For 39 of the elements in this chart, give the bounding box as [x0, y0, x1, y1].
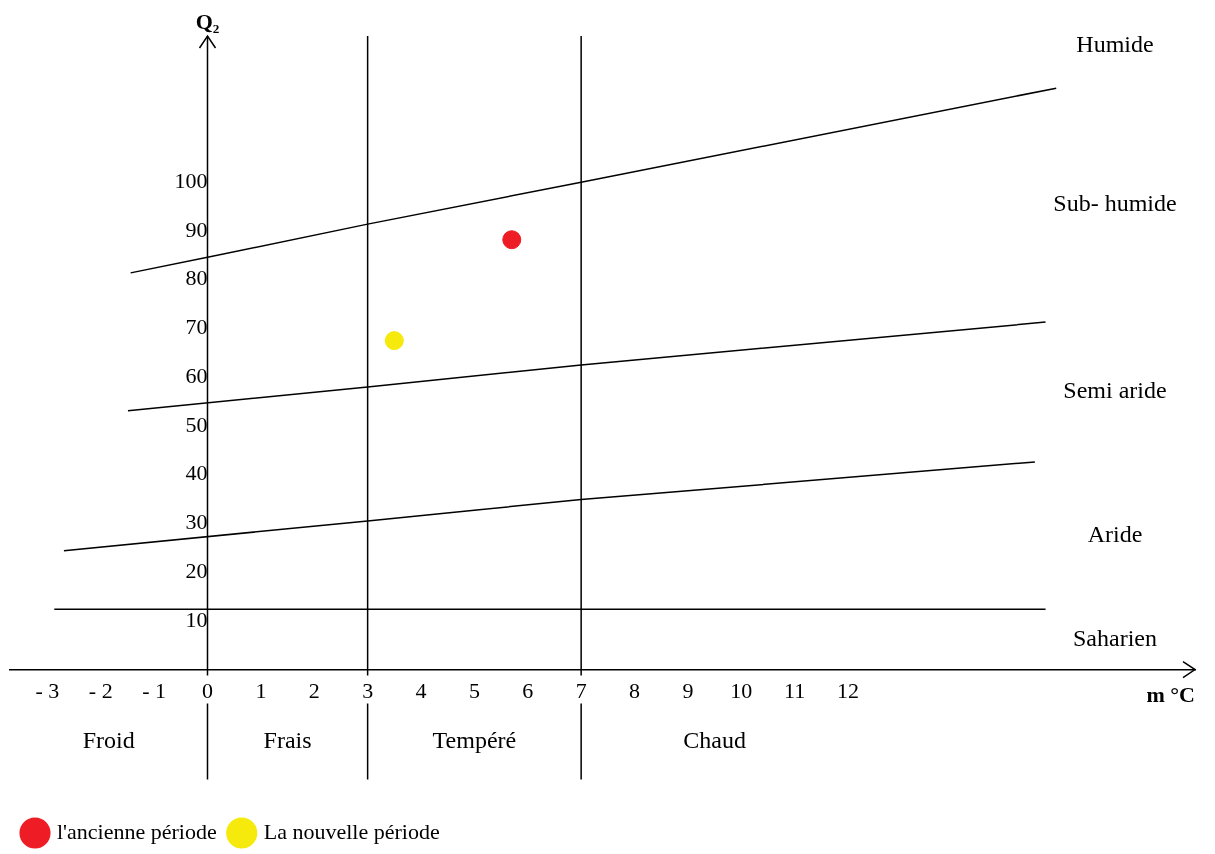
x-tick-label: - 3	[35, 677, 60, 703]
x-tick-label: 0	[202, 677, 213, 703]
x-tick-label: 9	[682, 677, 694, 703]
x-tick-label: - 2	[88, 677, 113, 703]
x-tick-label: 12	[837, 677, 860, 703]
y-tick-label: 60	[185, 362, 208, 388]
x-tick-label: 2	[308, 677, 320, 703]
y-tick-label: 30	[185, 509, 208, 535]
annotation: Sub- humide	[1053, 190, 1177, 217]
annotation: Humide	[1076, 31, 1154, 58]
y-tick-label: 90	[185, 216, 208, 242]
x-tick-label: 1	[255, 677, 267, 703]
legend-label: l'ancienne période	[57, 818, 217, 844]
annotation: Semi aride	[1063, 377, 1167, 404]
y-tick-label: 40	[185, 460, 208, 486]
y-tick-label: 80	[185, 265, 208, 291]
legend-label: La nouvelle période	[263, 818, 440, 844]
y-tick-label: 50	[185, 411, 208, 437]
x-tick-label: 10	[730, 677, 753, 703]
text: Tempéré	[432, 726, 517, 753]
x-axis-title: m °C	[1146, 682, 1195, 708]
x-tick-label: 11	[784, 677, 806, 703]
text: Frais	[263, 726, 312, 753]
text: Chaud	[683, 726, 746, 753]
x-tick-label: - 1	[142, 677, 167, 703]
x-tick-label: 5	[468, 677, 480, 703]
x-tick-label: 6	[522, 677, 534, 703]
x-tick-label: 4	[415, 677, 427, 703]
x-tick-label: 8	[629, 677, 641, 703]
y-tick-label: 10	[185, 606, 208, 632]
y-tick-label: 20	[185, 557, 208, 583]
annotation: Saharien	[1073, 624, 1157, 651]
text: Froid	[82, 726, 135, 753]
y-axis-title: Q₂	[195, 8, 220, 34]
y-tick-label: 70	[185, 314, 208, 340]
annotation: Aride	[1087, 520, 1143, 547]
x-tick-label: 3	[362, 677, 374, 703]
x-tick-label: 7	[575, 677, 587, 703]
y-tick-label: 100	[174, 168, 208, 193]
